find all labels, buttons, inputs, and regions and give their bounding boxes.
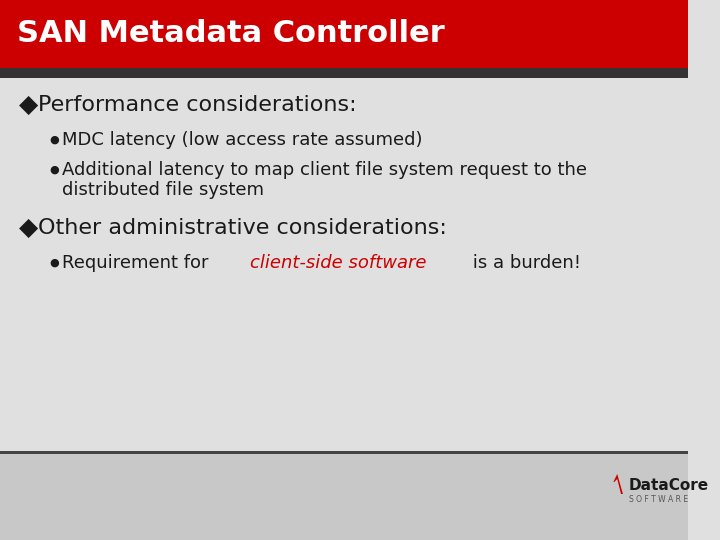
Text: MDC latency (low access rate assumed): MDC latency (low access rate assumed) [62, 131, 423, 149]
FancyBboxPatch shape [0, 68, 688, 78]
Text: ●: ● [50, 135, 60, 145]
Text: distributed file system: distributed file system [62, 181, 264, 199]
FancyBboxPatch shape [0, 452, 688, 540]
Text: SAN Metadata Controller: SAN Metadata Controller [17, 19, 445, 49]
FancyBboxPatch shape [0, 0, 688, 68]
Text: S O F T W A R E: S O F T W A R E [629, 496, 688, 504]
Text: Other administrative considerations:: Other administrative considerations: [38, 218, 447, 238]
Text: client-side software: client-side software [250, 254, 426, 272]
Text: ◆: ◆ [19, 93, 38, 117]
Text: DataCore: DataCore [629, 477, 708, 492]
Text: Requirement for: Requirement for [62, 254, 215, 272]
Text: ●: ● [50, 258, 60, 268]
Text: ◆: ◆ [19, 216, 38, 240]
FancyBboxPatch shape [0, 451, 688, 454]
Polygon shape [613, 474, 623, 494]
Text: Performance considerations:: Performance considerations: [38, 95, 357, 115]
Text: ●: ● [50, 165, 60, 175]
Text: is a burden!: is a burden! [467, 254, 582, 272]
Text: Additional latency to map client file system request to the: Additional latency to map client file sy… [62, 161, 587, 179]
